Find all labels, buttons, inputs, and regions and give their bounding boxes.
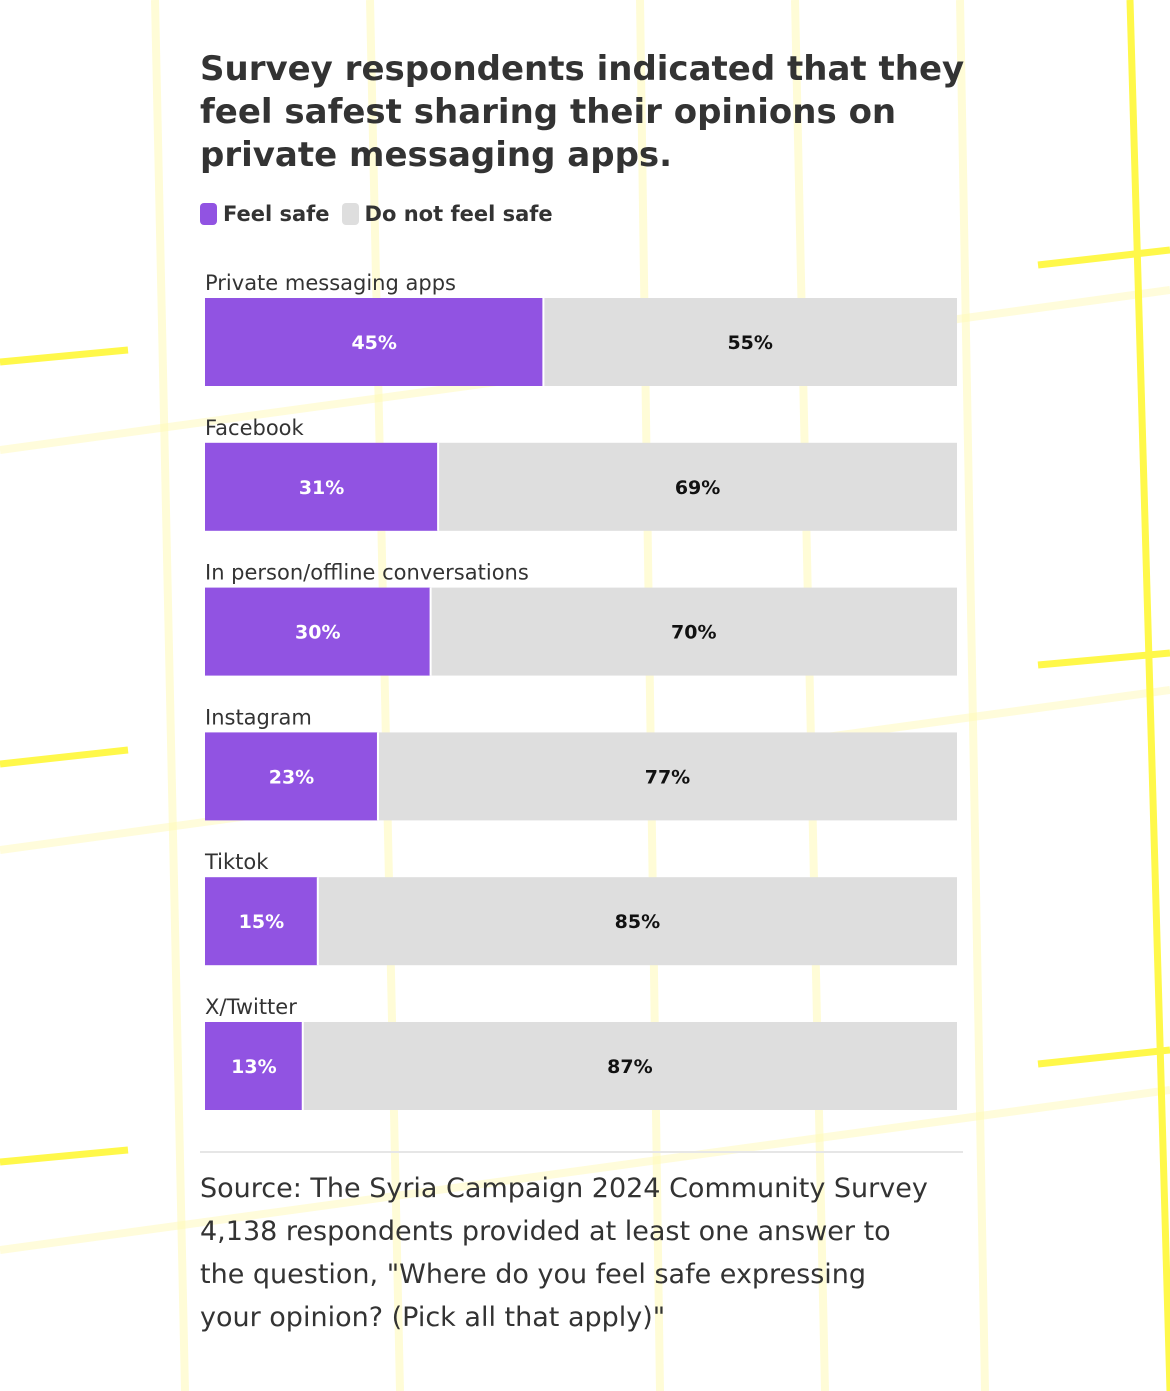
category-label: Tiktok <box>204 850 269 874</box>
source-line: 4,138 respondents provided at least one … <box>200 1216 891 1247</box>
legend-label-feel-safe: Feel safe <box>223 202 330 226</box>
category-label: Facebook <box>205 416 305 440</box>
data-label: 13% <box>231 1056 276 1078</box>
legend-swatch-feel-safe <box>200 203 217 225</box>
data-label: 31% <box>299 477 344 499</box>
bar-segment-feel-safe <box>205 587 431 676</box>
bar-segment-do-not-feel-safe <box>430 587 958 676</box>
bar-segment-feel-safe <box>205 298 544 386</box>
bar-segment-feel-safe <box>205 732 378 821</box>
source-line: the question, "Where do you feel safe ex… <box>200 1259 867 1290</box>
legend-item-feel-safe: Feel safe <box>200 202 330 226</box>
category-label: X/Twitter <box>205 995 297 1019</box>
category-label: In person/offline conversations <box>205 561 529 585</box>
data-label: 55% <box>727 332 772 354</box>
bar-segment-do-not-feel-safe <box>543 298 957 386</box>
bar-segment-do-not-feel-safe <box>317 877 957 966</box>
bar-segment-feel-safe <box>205 442 439 531</box>
bar-segment-do-not-feel-safe <box>302 1022 957 1110</box>
source-note: Source: The Syria Campaign 2024 Communit… <box>200 1167 970 1339</box>
bar-segment-feel-safe <box>205 877 318 966</box>
bar-segment-do-not-feel-safe <box>377 732 958 821</box>
data-label: 69% <box>675 477 720 499</box>
bar-segment-feel-safe <box>205 1022 303 1110</box>
category-label: Private messaging apps <box>205 271 456 295</box>
chart-title: Survey respondents indicated that they f… <box>200 49 965 175</box>
data-label: 30% <box>295 622 340 644</box>
data-label: 23% <box>269 766 314 788</box>
category-label: Instagram <box>205 705 312 729</box>
legend-label-do-not-feel-safe: Do not feel safe <box>364 202 553 226</box>
source-line: your opinion? (Pick all that apply)" <box>200 1302 666 1333</box>
data-label: 15% <box>239 911 284 933</box>
data-label: 77% <box>645 766 690 788</box>
divider <box>200 1151 963 1153</box>
data-label: 45% <box>351 332 396 354</box>
data-label: 70% <box>671 622 716 644</box>
bar-segment-do-not-feel-safe <box>438 442 957 531</box>
legend-swatch-do-not-feel-safe <box>341 203 359 225</box>
data-label: 87% <box>607 1056 652 1078</box>
legend-item-do-not-feel-safe: Do not feel safe <box>341 202 553 226</box>
legend: Feel safe Do not feel safe <box>200 200 565 228</box>
source-line: Source: The Syria Campaign 2024 Communit… <box>200 1173 928 1204</box>
data-label: 85% <box>615 911 660 933</box>
